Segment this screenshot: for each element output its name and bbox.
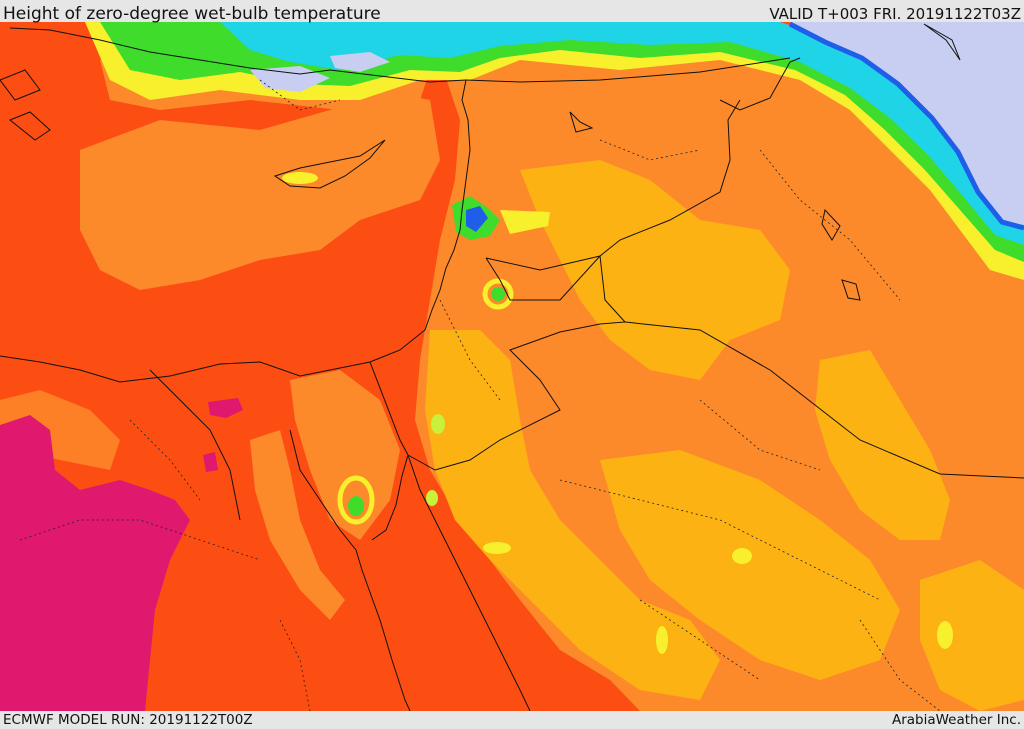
field-yellow-levant bbox=[500, 210, 550, 234]
field-cyan-north bbox=[220, 22, 1024, 245]
map-footer: ECMWF MODEL RUN: 20191122T00Z ArabiaWeat… bbox=[0, 711, 1024, 729]
field-green-jordan2 bbox=[426, 490, 438, 506]
field-amber-arabia bbox=[600, 450, 900, 680]
credit: ArabiaWeather Inc. bbox=[891, 712, 1021, 728]
field-green-north bbox=[100, 22, 1024, 262]
weather-map[interactable] bbox=[0, 21, 1024, 712]
field-amber-jordan bbox=[425, 330, 720, 700]
field-orange-egypt-east bbox=[250, 430, 345, 620]
field-green-jordan bbox=[431, 414, 445, 434]
field-green-sinai bbox=[348, 496, 364, 516]
map-title: Height of zero-degree wet-bulb temperatu… bbox=[3, 4, 381, 24]
field-amber-syria bbox=[520, 160, 790, 380]
field-orange-med bbox=[80, 90, 440, 290]
field-magenta-nile bbox=[203, 452, 218, 472]
field-yellow-hermon bbox=[482, 278, 514, 310]
valid-time: VALID T+003 FRI. 20191122T03Z bbox=[769, 5, 1021, 23]
field-yellow-north bbox=[85, 22, 1024, 280]
field-yellow-arabia4 bbox=[483, 542, 511, 554]
country-borders bbox=[149, 57, 1024, 521]
field-yellow-cyprus bbox=[282, 172, 318, 184]
field-green-hermon bbox=[491, 287, 505, 301]
field-amber-southeast bbox=[920, 560, 1024, 711]
coastlines bbox=[0, 23, 961, 712]
field-lavender-northeast bbox=[790, 22, 1024, 225]
admin-boundaries bbox=[19, 79, 941, 712]
model-run: ECMWF MODEL RUN: 20191122T00Z bbox=[3, 712, 253, 728]
field-magenta-egypt bbox=[0, 415, 190, 711]
field-blue-northeast bbox=[788, 21, 1024, 231]
field-blue-lebanon bbox=[466, 206, 488, 232]
field-yellow-arabia2 bbox=[656, 626, 668, 654]
field-yellow-arabia3 bbox=[937, 621, 953, 649]
field-yellow-arabia1 bbox=[732, 548, 752, 564]
field-amber-iraq bbox=[815, 350, 950, 540]
map-header: Height of zero-degree wet-bulb temperatu… bbox=[0, 0, 1024, 24]
field-yellow-sinai bbox=[337, 475, 375, 525]
field-lavender-turkey2 bbox=[330, 52, 390, 72]
field-magenta-cairo bbox=[208, 398, 243, 418]
